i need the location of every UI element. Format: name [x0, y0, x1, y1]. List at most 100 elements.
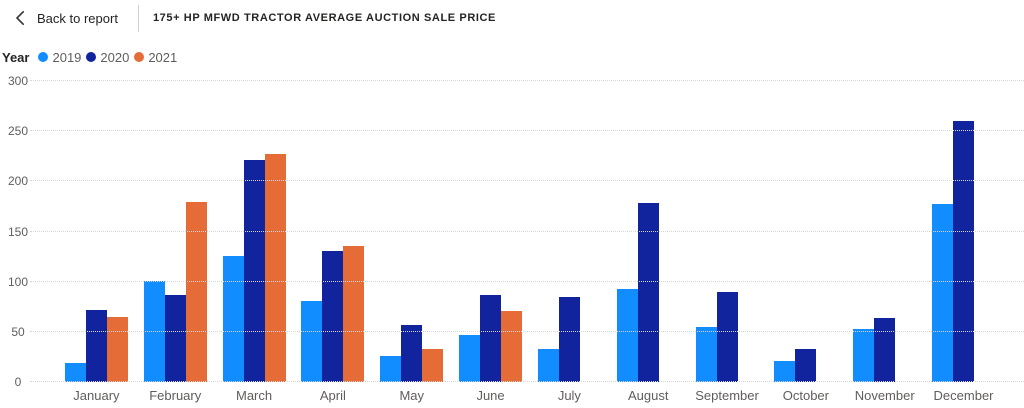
- bar-2021-february[interactable]: [185, 202, 207, 382]
- bar-slot-2019-december: [932, 81, 954, 382]
- legend-items: 2019 2020 2021: [38, 50, 182, 65]
- legend: Year 2019 2020 2021: [2, 49, 1024, 65]
- legend-dot-2020: [86, 52, 97, 62]
- x-axis-labels: January February March April May June July Augu…: [57, 388, 1003, 403]
- back-to-report-button[interactable]: Back to report: [14, 10, 118, 26]
- bar-slot-2019-july: [537, 81, 559, 382]
- month-group-may: [372, 81, 451, 382]
- month-group-july: [530, 81, 609, 382]
- bar-slot-2020-may: [401, 81, 423, 382]
- y-tick-50: 50: [11, 324, 25, 339]
- chevron-left-icon: [14, 10, 26, 26]
- bar-slot-2020-november: [874, 81, 896, 382]
- bar-2021-may[interactable]: [422, 348, 444, 382]
- bar-group-october: [774, 81, 837, 382]
- bar-2020-august[interactable]: [637, 203, 659, 382]
- bar-2019-december[interactable]: [932, 204, 954, 382]
- bar-2020-september[interactable]: [716, 291, 738, 382]
- legend-item-2021[interactable]: 2021: [134, 50, 177, 65]
- bar-slot-2020-july: [558, 81, 580, 382]
- bar-2021-january[interactable]: [106, 316, 128, 382]
- gridline-300: [30, 80, 1024, 81]
- back-to-report-label[interactable]: Back to report: [37, 10, 118, 26]
- bar-2020-december[interactable]: [953, 121, 975, 382]
- bar-2020-june[interactable]: [480, 294, 502, 382]
- bar-slot-2019-june: [459, 81, 481, 382]
- bar-slot-2020-december: [953, 81, 975, 382]
- bar-2020-november[interactable]: [874, 317, 896, 382]
- bar-slot-2019-november: [853, 81, 875, 382]
- bar-group-november: [853, 81, 916, 382]
- month-group-october: [766, 81, 845, 382]
- bar-slot-2019-february: [143, 81, 165, 382]
- bar-slot-2019-january: [64, 81, 86, 382]
- bar-2021-april[interactable]: [343, 245, 365, 382]
- bar-group-september: [695, 81, 759, 382]
- bars-row: [57, 81, 1003, 382]
- month-group-april: [293, 81, 372, 382]
- y-tick-0: 0: [14, 375, 22, 389]
- bar-slot-2021-august: [659, 81, 680, 382]
- bar-2019-september[interactable]: [695, 326, 717, 382]
- bar-slot-2020-february: [164, 81, 186, 382]
- bar-slot-2021-july: [580, 81, 601, 382]
- bar-group-june: [459, 81, 523, 382]
- bar-slot-2020-april: [322, 81, 344, 382]
- month-group-september: [688, 81, 767, 382]
- bar-2019-july[interactable]: [537, 348, 559, 382]
- x-label-september: September: [695, 388, 759, 403]
- legend-label-2019: 2019: [52, 49, 82, 65]
- bar-2020-may[interactable]: [401, 324, 423, 382]
- month-group-march: [215, 81, 294, 382]
- bar-slot-2019-may: [380, 81, 402, 382]
- bar-group-february: [143, 81, 207, 382]
- bar-slot-2021-november: [895, 81, 916, 382]
- y-tick-150: 150: [7, 224, 29, 239]
- bar-2019-november[interactable]: [853, 328, 875, 382]
- bar-slot-2021-february: [185, 81, 207, 382]
- bar-2019-april[interactable]: [301, 300, 323, 382]
- legend-title: Year: [2, 49, 30, 65]
- bar-2019-october[interactable]: [774, 360, 796, 382]
- gridline-50: [30, 330, 1024, 332]
- bar-2019-august[interactable]: [616, 288, 638, 382]
- bar-slot-2021-april: [343, 81, 365, 382]
- bar-slot-2019-august: [616, 81, 638, 382]
- x-label-december: December: [933, 388, 994, 403]
- bar-chart: 0 50 100 150 200 250 300 January February March A…: [0, 66, 1024, 408]
- bar-slot-2020-october: [795, 81, 817, 382]
- bar-slot-2020-march: [243, 81, 265, 382]
- month-group-february: [136, 81, 215, 382]
- bar-2019-january[interactable]: [64, 362, 86, 382]
- bar-slot-2019-october: [774, 81, 796, 382]
- month-group-june: [451, 81, 530, 382]
- bar-2019-march[interactable]: [222, 255, 244, 382]
- bar-group-may: [380, 81, 444, 382]
- bar-2019-may[interactable]: [380, 355, 402, 382]
- legend-item-2020[interactable]: 2020: [86, 50, 129, 65]
- bar-slot-2021-march: [264, 81, 286, 382]
- bar-group-july: [537, 81, 601, 382]
- bar-slot-2019-april: [301, 81, 323, 382]
- bar-2020-july[interactable]: [558, 296, 580, 382]
- y-tick-100: 100: [7, 274, 29, 289]
- bar-2020-october[interactable]: [795, 348, 817, 382]
- bar-slot-2020-june: [480, 81, 502, 382]
- bar-2021-march[interactable]: [264, 154, 286, 382]
- bar-group-april: [301, 81, 365, 382]
- bar-group-january: [64, 81, 128, 382]
- bar-2020-january[interactable]: [85, 309, 107, 382]
- bar-2020-march[interactable]: [243, 160, 265, 382]
- bar-2020-february[interactable]: [164, 294, 186, 382]
- bar-2021-june[interactable]: [501, 310, 523, 382]
- legend-item-2019[interactable]: 2019: [38, 50, 81, 65]
- gridline-200: [30, 180, 1024, 182]
- bar-2019-june[interactable]: [459, 334, 481, 382]
- bar-slot-2021-october: [816, 81, 837, 382]
- x-label-march: March: [236, 388, 273, 403]
- bar-slot-2021-may: [422, 81, 444, 382]
- bar-slot-2020-september: [716, 81, 738, 382]
- bar-2020-april[interactable]: [322, 250, 344, 382]
- legend-label-2020: 2020: [100, 49, 130, 65]
- y-tick-250: 250: [7, 124, 29, 139]
